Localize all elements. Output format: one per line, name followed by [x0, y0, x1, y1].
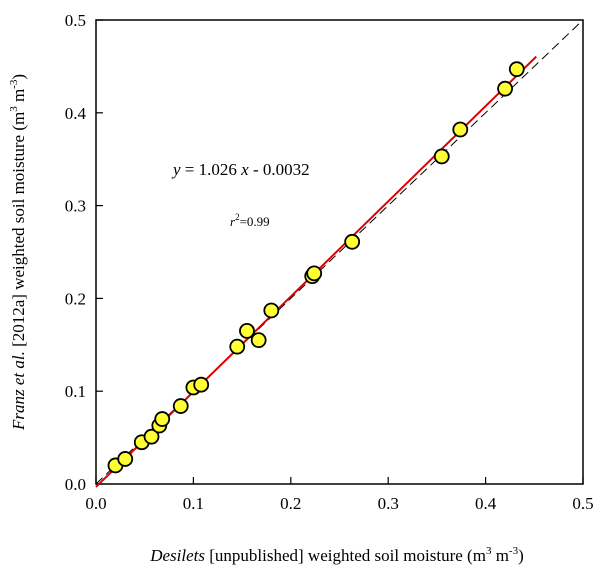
y-tick-label: 0.4 — [65, 104, 87, 123]
x-tick-label: 0.3 — [378, 494, 399, 513]
axis-ticks: 0.0 0.1 0.2 0.3 0.4 0.5 0.0 0.1 0.2 0.3 0.4 0.5 — [65, 11, 594, 513]
y-tick-label: 0.0 — [65, 475, 86, 494]
data-point — [143, 428, 160, 445]
data-point — [433, 148, 450, 165]
y-tick-label: 0.2 — [65, 289, 86, 308]
data-point — [508, 61, 525, 78]
x-axis-label: Desilets [unpublished] weighted soil moi… — [149, 545, 524, 565]
data-point — [193, 376, 210, 393]
y-tick-label: 0.1 — [65, 382, 86, 401]
data-point — [172, 398, 189, 414]
data-point — [229, 338, 246, 355]
data-point — [452, 121, 469, 138]
data-point — [250, 332, 267, 349]
y-tick-label: 0.5 — [65, 11, 86, 30]
regression-equation: y = 1.026 x - 0.0032 — [171, 160, 310, 179]
y-tick-label: 0.3 — [65, 197, 86, 216]
x-tick-label: 0.2 — [280, 494, 301, 513]
data-point — [239, 322, 255, 339]
x-tick-label: 0.4 — [475, 494, 497, 513]
data-point — [344, 233, 361, 250]
data-point — [117, 451, 134, 467]
data-point — [497, 80, 513, 97]
x-tick-label: 0.1 — [183, 494, 204, 513]
data-point — [306, 265, 323, 282]
x-tick-label: 0.0 — [85, 494, 106, 513]
x-tick-label: 0.5 — [572, 494, 593, 513]
y-axis-label: Franz et al. [2012a] weighted soil moist… — [8, 74, 28, 431]
data-point — [263, 302, 280, 319]
r-squared-label: r2=0.99 — [230, 212, 270, 229]
data-point — [154, 411, 171, 427]
data-points — [107, 61, 525, 474]
